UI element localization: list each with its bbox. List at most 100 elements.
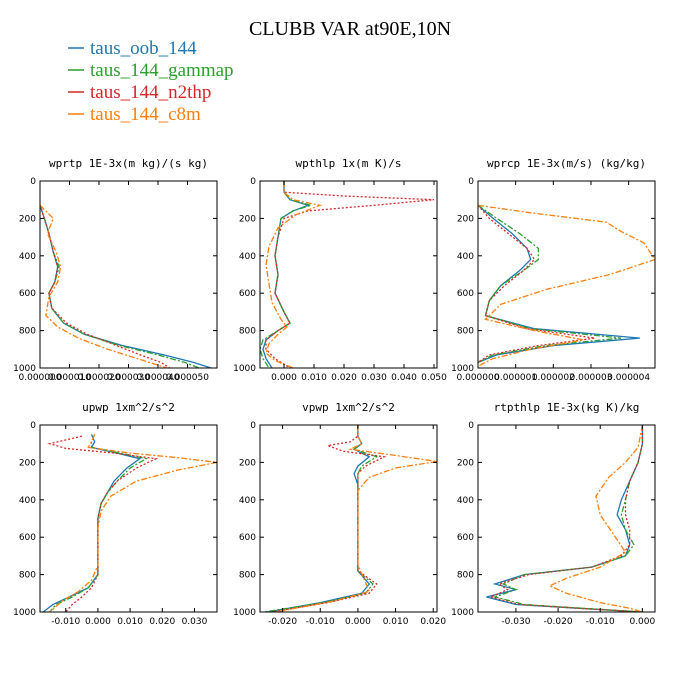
y-tick-label: 800 xyxy=(19,327,36,337)
x-tick-label: 0.020 xyxy=(420,617,446,627)
legend-label: taus_oob_144 xyxy=(90,38,197,59)
series-line-2 xyxy=(478,204,622,363)
y-tick-label: 600 xyxy=(239,533,256,543)
x-tick-label: 0.000010 xyxy=(48,373,91,383)
y-tick-label: 0 xyxy=(30,177,36,187)
y-tick-label: 0 xyxy=(468,177,474,187)
x-tick-label: 0.000 xyxy=(85,617,111,627)
series-line-2 xyxy=(260,181,314,368)
x-tick-label: 0.000 xyxy=(271,373,297,383)
y-tick-label: 600 xyxy=(239,289,256,299)
x-tick-label: 0.030 xyxy=(361,373,387,383)
x-tick-label: -0.020 xyxy=(544,617,573,627)
plot-frame xyxy=(477,424,656,613)
series-line-3 xyxy=(40,205,171,368)
y-tick-label: 1000 xyxy=(13,608,36,618)
plot-frame xyxy=(259,180,438,369)
panel-title: wprtp 1E-3x(m kg)/(s kg) xyxy=(49,157,208,170)
y-tick-label: 400 xyxy=(457,496,474,506)
chart-panel-5: vpwp 1xm^2/s^2 0 200 400 600 800 1000 -0.020 -0.… xyxy=(233,401,446,627)
series-group xyxy=(486,425,644,612)
y-tick-label: 0 xyxy=(30,421,36,431)
x-tick-label: -0.010 xyxy=(586,617,615,627)
x-tick-label: 0.020 xyxy=(149,617,175,627)
chart-panel-2: wpthlp 1x(m K)/s 0 200 400 600 800 1000 0.000 0.… xyxy=(233,157,447,383)
x-tick-label: 0.000004 xyxy=(607,373,650,383)
series-group xyxy=(40,204,212,368)
plot-frame xyxy=(39,424,218,613)
x-tick-label: 0.000000 xyxy=(19,373,62,383)
series-group xyxy=(263,425,437,612)
panel-title: rtpthlp 1E-3x(kg K)/kg xyxy=(494,401,640,414)
y-tick-label: 200 xyxy=(457,214,474,224)
x-tick-label: 0.010 xyxy=(383,617,409,627)
legend-item: taus_144_gammap xyxy=(68,60,234,81)
x-tick-label: 0.000040 xyxy=(137,373,180,383)
y-tick-label: 200 xyxy=(19,214,36,224)
series-line-4 xyxy=(547,425,644,612)
y-tick-label: 1000 xyxy=(233,364,256,374)
series-group xyxy=(478,204,655,367)
x-tick-label: 0.000001 xyxy=(494,373,537,383)
x-tick-label: 0.000 xyxy=(345,617,371,627)
y-tick-label: 1000 xyxy=(451,364,474,374)
x-tick-label: -0.010 xyxy=(306,617,335,627)
series-line-1 xyxy=(486,425,644,612)
y-tick-label: 200 xyxy=(457,458,474,468)
series-line-3 xyxy=(271,425,387,612)
x-tick-label: 0.030 xyxy=(182,617,208,627)
y-tick-label: 800 xyxy=(457,571,474,581)
y-tick-label: 600 xyxy=(19,289,36,299)
y-tick-label: 400 xyxy=(239,252,256,262)
figure-title: CLUBB VAR at90E,10N xyxy=(249,18,451,40)
y-tick-label: 200 xyxy=(19,458,36,468)
x-tick-label: 0.000002 xyxy=(532,373,575,383)
x-tick-label: -0.020 xyxy=(268,617,297,627)
series-line-3 xyxy=(478,204,595,363)
series-line-4 xyxy=(274,425,437,612)
y-tick-label: 600 xyxy=(457,533,474,543)
series-line-4 xyxy=(40,204,167,368)
series-group xyxy=(260,181,435,368)
x-tick-label: 0.000050 xyxy=(166,373,209,383)
legend-label: taus_144_gammap xyxy=(90,60,234,81)
series-group xyxy=(42,434,217,612)
x-tick-label: 0.000 xyxy=(629,617,655,627)
chart-panel-1: wprtp 1E-3x(m kg)/(s kg) 0 200 400 600 800 100… xyxy=(13,157,218,383)
y-tick-label: 0 xyxy=(250,177,256,187)
x-tick-label: -0.030 xyxy=(501,617,530,627)
x-tick-label: 0.020 xyxy=(331,373,357,383)
series-line-1 xyxy=(267,425,371,612)
y-tick-label: 1000 xyxy=(13,364,36,374)
chart-panel-4: upwp 1xm^2/s^2 0 200 400 600 800 1000 -0.010 0.0… xyxy=(13,401,218,627)
y-tick-label: 0 xyxy=(250,421,256,431)
x-tick-label: 0.000003 xyxy=(570,373,613,383)
legend-label: taus_144_c8m xyxy=(90,104,201,125)
series-line-1 xyxy=(42,434,142,612)
series-line-1 xyxy=(40,205,212,368)
plot-frame xyxy=(39,180,218,369)
chart-panel-6: rtpthlp 1E-3x(kg K)/kg 0 200 400 600 800 1000 -… xyxy=(451,401,655,627)
panel-title: vpwp 1xm^2/s^2 xyxy=(302,401,395,414)
x-tick-label: 0.040 xyxy=(391,373,417,383)
series-line-4 xyxy=(478,204,655,367)
plot-frame xyxy=(477,180,656,369)
panel-title: wprcp 1E-3x(m/s) (kg/kg) xyxy=(487,157,646,170)
y-tick-label: 400 xyxy=(19,252,36,262)
series-line-2 xyxy=(40,205,200,368)
x-tick-label: -0.010 xyxy=(51,617,80,627)
legend-item: taus_oob_144 xyxy=(68,38,197,59)
series-line-4 xyxy=(49,434,217,612)
x-tick-label: 0.000030 xyxy=(107,373,150,383)
plot-frame xyxy=(259,424,438,613)
y-tick-label: 400 xyxy=(19,496,36,506)
y-tick-label: 1000 xyxy=(233,608,256,618)
panel-title: wpthlp 1x(m K)/s xyxy=(296,157,402,170)
chart-panel-3: wprcp 1E-3x(m/s) (kg/kg) 0 200 400 600 800 100… xyxy=(451,157,656,383)
legend-item: taus_144_c8m xyxy=(68,104,201,125)
series-line-3 xyxy=(47,435,159,612)
series-line-2 xyxy=(492,425,644,612)
x-tick-label: 0.050 xyxy=(421,373,447,383)
y-tick-label: 200 xyxy=(239,214,256,224)
